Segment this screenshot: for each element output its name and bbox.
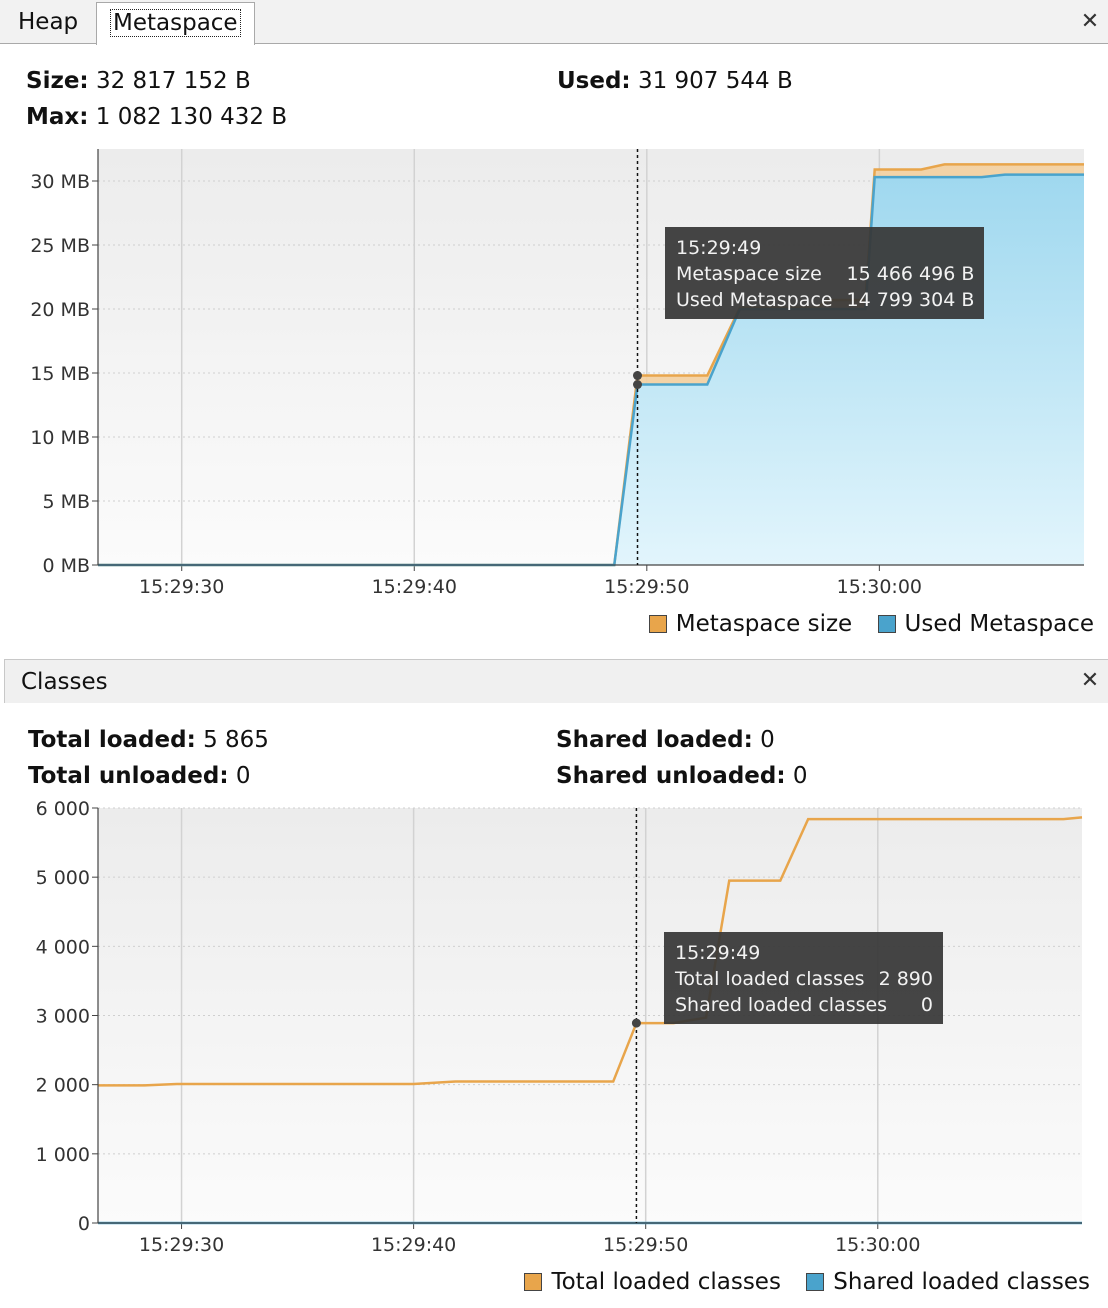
tooltip-value: 2 890 — [878, 968, 933, 990]
legend-label: Metaspace size — [675, 611, 853, 637]
tooltip-row: Shared loaded classes 0 — [675, 992, 933, 1018]
classes-chart[interactable]: 0 1 000 2 000 3 000 4 000 5 000 6 000 15:29:30 1… — [0, 798, 1108, 1260]
y-tick-label: 4 000 — [36, 936, 90, 958]
y-tick-label: 6 000 — [36, 798, 90, 820]
stat-value: 5 865 — [203, 727, 269, 753]
hover-point — [631, 1018, 641, 1028]
stat-label: Shared loaded: — [556, 727, 753, 753]
panel-title: Classes — [21, 669, 108, 695]
legend-item-shared-loaded-classes[interactable]: Shared loaded classes — [806, 1268, 1090, 1296]
y-tick-label: 20 MB — [30, 299, 90, 321]
hover-point — [633, 380, 643, 390]
legend-item-total-loaded-classes[interactable]: Total loaded classes — [524, 1268, 781, 1296]
tooltip-label: Total loaded classes — [675, 968, 865, 990]
metaspace-tooltip: 15:29:49 Metaspace size 15 466 496 B Used… — [665, 227, 985, 319]
legend-swatch — [806, 1273, 825, 1291]
y-tick-label: 1 000 — [36, 1144, 90, 1166]
tooltip-row: Metaspace size 15 466 496 B — [676, 261, 974, 287]
y-tick-label: 30 MB — [30, 171, 90, 193]
y-tick-label: 0 — [78, 1213, 90, 1235]
classes-panel-header: Classes — [4, 659, 1108, 703]
tooltip-value: 0 — [920, 994, 933, 1016]
x-tick-label: 15:30:00 — [835, 1234, 920, 1256]
x-tick-label: 15:29:50 — [603, 1234, 688, 1256]
tab-metaspace-label: Metaspace — [110, 9, 241, 37]
tab-heap[interactable]: Heap — [18, 9, 79, 35]
tooltip-value: 15 466 496 B — [846, 263, 975, 285]
stat-label: Total loaded: — [28, 727, 196, 753]
stat-value: 32 817 152 B — [95, 68, 251, 94]
legend-item-metaspace-size[interactable]: Metaspace size — [648, 610, 853, 638]
x-tick-label: 15:29:30 — [139, 1234, 224, 1256]
x-tick-label: 15:30:00 — [837, 576, 922, 598]
tooltip-label: Metaspace size — [676, 263, 822, 285]
y-tick-label: 15 MB — [30, 363, 90, 385]
hover-point — [633, 371, 643, 381]
y-tick-label: 3 000 — [36, 1006, 90, 1028]
y-tick-label: 0 MB — [42, 555, 90, 577]
stat-label: Shared unloaded: — [556, 763, 786, 789]
tooltip-label: Shared loaded classes — [675, 994, 888, 1016]
legend-item-used-metaspace[interactable]: Used Metaspace — [877, 610, 1094, 638]
metaspace-size-stat: Size: 32 817 152 B — [26, 66, 251, 96]
shared-loaded-stat: Shared loaded: 0 — [556, 725, 775, 755]
tooltip-row: Used Metaspace 14 799 304 B — [676, 287, 974, 313]
shared-unloaded-stat: Shared unloaded: 0 — [556, 761, 808, 791]
stat-label: Used: — [557, 68, 631, 94]
x-tick-label: 15:29:50 — [604, 576, 689, 598]
y-tick-label: 25 MB — [30, 235, 90, 257]
stat-label: Max: — [26, 104, 89, 130]
series-area-used-metaspace — [98, 174, 1084, 565]
x-tick-label: 15:29:40 — [372, 576, 457, 598]
tooltip-label: Used Metaspace — [676, 289, 833, 311]
legend-label: Total loaded classes — [551, 1269, 781, 1295]
close-icon[interactable]: ✕ — [1080, 668, 1100, 693]
stat-value: 31 907 544 B — [637, 68, 793, 94]
legend-label: Used Metaspace — [904, 611, 1094, 637]
stat-value: 1 082 130 432 B — [95, 104, 288, 130]
legend-swatch — [648, 615, 667, 633]
y-tick-label: 5 000 — [36, 867, 90, 889]
tooltip-row: Total loaded classes 2 890 — [675, 966, 933, 992]
stat-label: Total unloaded: — [28, 763, 229, 789]
tab-metaspace[interactable]: Metaspace — [96, 2, 255, 45]
y-tick-label: 10 MB — [30, 427, 90, 449]
stat-value: 0 — [792, 763, 808, 789]
tooltip-value: 14 799 304 B — [846, 289, 975, 311]
total-unloaded-stat: Total unloaded: 0 — [28, 761, 250, 791]
classes-legend: Total loaded classes Shared loaded class… — [506, 1268, 1090, 1298]
tab-bar: Heap Metaspace — [0, 0, 1108, 45]
legend-swatch — [877, 615, 896, 633]
metaspace-legend: Metaspace size Used Metaspace — [631, 610, 1094, 640]
tooltip-time: 15:29:49 — [676, 237, 762, 259]
legend-label: Shared loaded classes — [833, 1269, 1090, 1295]
stat-value: 0 — [760, 727, 775, 753]
stat-label: Size: — [26, 68, 89, 94]
y-tick-label: 2 000 — [36, 1075, 90, 1097]
metaspace-max-stat: Max: 1 082 130 432 B — [26, 102, 287, 132]
x-tick-label: 15:29:40 — [371, 1234, 456, 1256]
close-icon[interactable]: ✕ — [1080, 9, 1100, 34]
tooltip-time: 15:29:49 — [675, 942, 761, 964]
total-loaded-stat: Total loaded: 5 865 — [28, 725, 269, 755]
series-line-total-loaded-classes — [98, 816, 1083, 1087]
metaspace-used-stat: Used: 31 907 544 B — [557, 66, 793, 96]
stat-value: 0 — [235, 763, 251, 789]
legend-swatch — [524, 1273, 543, 1291]
y-tick-label: 5 MB — [42, 491, 90, 513]
metaspace-chart[interactable]: 0 MB 5 MB 10 MB 15 MB 20 MB 25 MB 30 MB 15:29:3… — [0, 140, 1108, 600]
x-tick-label: 15:29:30 — [139, 576, 224, 598]
classes-tooltip: 15:29:49 Total loaded classes 2 890 Share… — [664, 932, 943, 1024]
